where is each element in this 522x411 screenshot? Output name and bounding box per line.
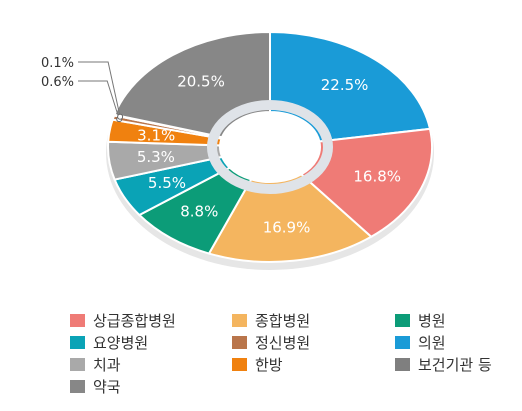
slice-label-요양병원: 5.5% — [148, 174, 186, 192]
legend-label: 한방 — [255, 356, 283, 374]
legend-label: 정신병원 — [255, 334, 311, 352]
legend-item-치과: 치과 — [70, 354, 121, 375]
donut-inner-ring — [207, 100, 333, 194]
leader-line-보건기관 등 — [78, 61, 121, 117]
slice-label-약국: 20.5% — [177, 73, 225, 91]
slice-label-상급종합병원: 16.8% — [353, 167, 401, 185]
legend-swatch — [232, 358, 247, 371]
legend-swatch — [70, 336, 85, 349]
legend-item-약국: 약국 — [70, 376, 121, 397]
slice-label-정신병원: 0.6% — [41, 75, 74, 90]
legend-swatch — [232, 336, 247, 349]
legend-item-요양병원: 요양병원 — [70, 332, 148, 353]
donut-chart: 22.5% 16.8% 16.9% 8.8% 5.5% 5.3% 3.1% 0.6% 0.1% 2… — [41, 30, 434, 270]
legend-item-병원: 병원 — [395, 310, 446, 331]
legend-label: 의원 — [418, 334, 446, 352]
slice-label-의원: 22.5% — [321, 76, 369, 94]
donut-hole — [220, 112, 320, 182]
legend-item-한방: 한방 — [232, 354, 283, 375]
legend-swatch — [395, 314, 410, 327]
legend-item-보건기관 등: 보건기관 등 — [395, 354, 492, 375]
legend-swatch — [395, 358, 410, 371]
slice-label-종합병원: 16.9% — [263, 219, 311, 237]
legend-swatch — [70, 314, 85, 327]
legend-item-정신병원: 정신병원 — [232, 332, 310, 353]
leader-dot-보건기관 등 — [117, 113, 124, 120]
legend-swatch — [395, 336, 410, 349]
legend-swatch — [70, 358, 85, 371]
legend-label: 요양병원 — [93, 334, 149, 352]
slice-label-병원: 8.8% — [180, 202, 218, 220]
legend-label: 치과 — [93, 356, 121, 374]
leader-line-정신병원 — [78, 80, 120, 120]
legend-item-의원: 의원 — [395, 332, 446, 353]
legend-swatch — [70, 380, 85, 393]
legend-label: 병원 — [418, 312, 446, 330]
legend-item-종합병원: 종합병원 — [232, 310, 310, 331]
slice-label-치과: 5.3% — [137, 148, 175, 166]
legend-swatch — [232, 314, 247, 327]
legend-label: 보건기관 등 — [418, 356, 492, 374]
legend-label: 상급종합병원 — [93, 312, 176, 330]
legend-label: 약국 — [93, 378, 121, 396]
legend-label: 종합병원 — [255, 312, 311, 330]
slice-label-보건기관 등: 0.1% — [41, 56, 74, 71]
slice-label-한방: 3.1% — [137, 126, 175, 144]
legend-item-상급종합병원: 상급종합병원 — [70, 310, 176, 331]
